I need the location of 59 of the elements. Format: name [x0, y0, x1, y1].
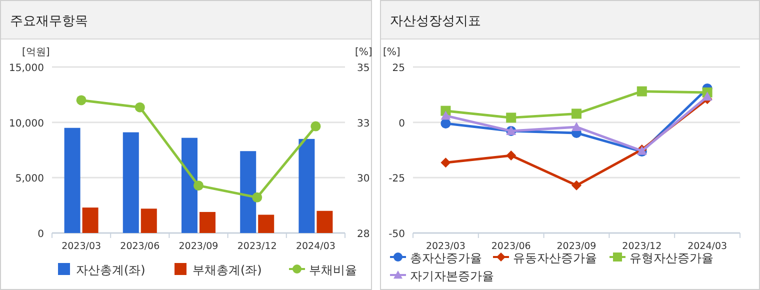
legend-label: 자산총계(좌) [76, 263, 146, 277]
y-tick-label: 10,000 [9, 118, 44, 130]
y2-tick-label: 30 [357, 174, 370, 185]
y-tick-label: 0 [398, 118, 405, 130]
point [506, 112, 516, 123]
y-axis-title: [%] [383, 47, 400, 58]
bar [140, 208, 157, 233]
bar [258, 214, 274, 233]
point [194, 180, 204, 191]
chart-title: 자산성장성지표 [390, 14, 481, 29]
x-tick-label: 2024/03 [296, 241, 336, 252]
bar [122, 132, 139, 233]
point [572, 108, 582, 119]
y-tick-label: 5,000 [15, 174, 44, 185]
y-tick-label: -50 [388, 229, 405, 240]
bar [316, 210, 333, 233]
x-tick-label: 2023/06 [491, 241, 531, 252]
x-tick-label: 2023/12 [237, 241, 277, 252]
point [134, 102, 145, 112]
y2-tick-label: 33 [357, 118, 370, 130]
x-tick-label: 2023/09 [556, 241, 596, 252]
point [702, 92, 712, 101]
y2-tick-label: 28 [357, 229, 370, 240]
point [252, 192, 262, 202]
bar [240, 151, 256, 233]
x-tick-label: 2023/06 [120, 241, 160, 252]
point [636, 86, 647, 96]
chart-title: 주요재무항목 [10, 14, 88, 29]
legend-label: 자기자본증가율 [410, 269, 494, 283]
legend-label: 총자산증가율 [410, 251, 482, 265]
bar [200, 212, 216, 233]
x-tick-label: 2023/09 [178, 241, 218, 252]
bar [64, 128, 80, 233]
x-tick-label: 2023/03 [426, 241, 466, 252]
x-tick-label: 2023/12 [622, 241, 662, 252]
point [76, 95, 86, 106]
y2-tick-label: 35 [357, 63, 370, 74]
point [440, 118, 451, 128]
point [440, 158, 451, 168]
y-axis-title: [억원] [22, 47, 50, 58]
point [572, 122, 582, 131]
point [572, 180, 582, 190]
x-tick-label: 2024/03 [688, 241, 728, 252]
bar [298, 138, 315, 233]
y2-axis-title: [%] [355, 47, 372, 58]
point [506, 150, 516, 161]
legend-label: 부채총계(좌) [192, 263, 262, 277]
x-tick-label: 2023/03 [62, 241, 102, 252]
y-tick-label: 0 [38, 229, 44, 240]
y-tick-label: 25 [392, 63, 405, 74]
bar [82, 208, 98, 233]
y-tick-label: -25 [388, 174, 405, 185]
point [310, 121, 321, 132]
legend-label: 유형자산증가율 [630, 251, 714, 265]
legend-label: 부채비율 [309, 263, 357, 277]
point [440, 110, 451, 120]
y-tick-label: 15,000 [9, 63, 44, 74]
bar [182, 138, 198, 233]
legend-label: 유동자산증가율 [513, 251, 597, 265]
